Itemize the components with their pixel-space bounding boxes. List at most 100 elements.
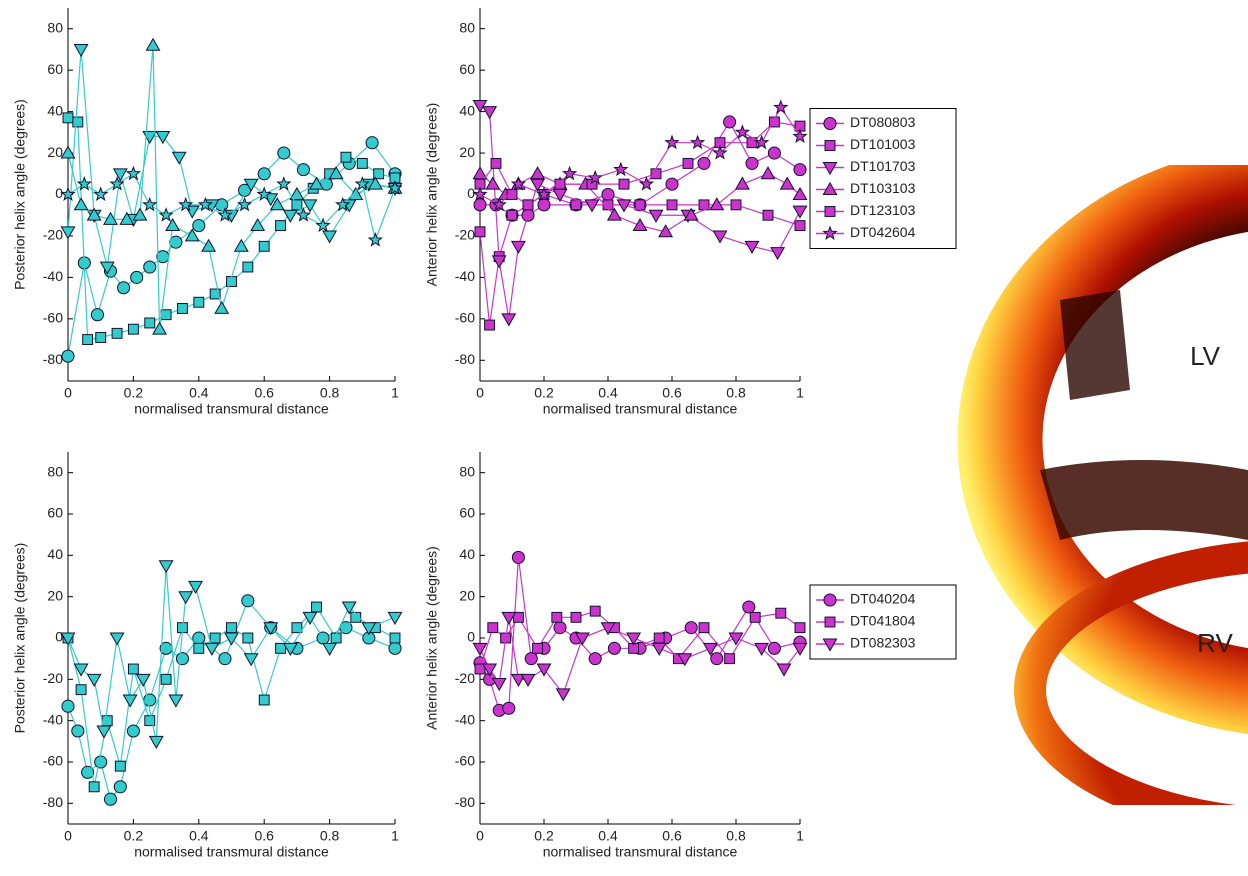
y-tick-label: 0 (467, 629, 475, 645)
y-tick-label: 40 (459, 546, 475, 562)
data-point (677, 653, 693, 667)
data-point (482, 663, 498, 677)
data-point (201, 238, 217, 252)
legend-label: DT080803 (850, 114, 916, 130)
data-point (130, 270, 144, 284)
series-line (67, 117, 396, 341)
data-point (512, 611, 524, 623)
x-axis-label: normalised transmural distance (543, 401, 738, 417)
data-point (689, 134, 706, 150)
data-point (723, 115, 737, 129)
data-point (209, 632, 221, 644)
data-point (328, 166, 344, 180)
data-point (76, 176, 92, 191)
data-point (126, 724, 140, 738)
data-point (217, 207, 233, 222)
x-tick-label: 0 (64, 828, 72, 844)
y-tick-label: -80 (43, 794, 63, 810)
data-point (491, 678, 507, 692)
data-point (665, 177, 679, 191)
data-point (472, 642, 488, 656)
y-tick-label: 0 (55, 629, 63, 645)
legend-label: DT082303 (850, 635, 916, 651)
data-point (616, 199, 632, 213)
x-tick-label: 0.8 (320, 385, 340, 401)
legend-label: DT101003 (850, 136, 916, 152)
y-tick-label: -60 (455, 310, 475, 326)
data-point (762, 209, 774, 221)
data-point (742, 600, 756, 614)
y-tick-label: 0 (55, 185, 63, 201)
data-point (60, 186, 76, 202)
data-point (474, 226, 486, 238)
data-point (60, 226, 76, 240)
legend-label: DT101703 (850, 158, 916, 174)
data-point (71, 724, 85, 738)
data-point (340, 151, 352, 163)
y-tick-label: -40 (43, 711, 63, 727)
data-point (152, 321, 168, 335)
data-point (236, 196, 253, 212)
data-point (169, 235, 183, 249)
y-tick-label: 20 (47, 587, 63, 603)
data-point (241, 594, 255, 608)
data-point (302, 611, 318, 625)
x-tick-label: 0.8 (726, 828, 746, 844)
data-point (243, 653, 259, 667)
data-point (96, 725, 112, 739)
data-point (552, 189, 568, 203)
data-point (127, 663, 139, 675)
data-point (143, 693, 157, 707)
data-point (506, 189, 518, 200)
data-point (510, 673, 526, 687)
lv-label: LV (1190, 341, 1221, 371)
data-point (257, 167, 271, 181)
data-point (367, 232, 384, 247)
data-point (510, 176, 527, 191)
x-tick-label: 0.2 (124, 385, 144, 401)
data-point (144, 317, 156, 329)
y-tick-label: 60 (47, 61, 63, 77)
data-point (62, 112, 74, 124)
data-point (156, 250, 170, 264)
data-point (387, 180, 403, 195)
data-point (101, 715, 113, 727)
data-point (607, 641, 621, 655)
data-point (82, 334, 94, 346)
y-tick-label: 20 (459, 587, 475, 603)
data-point (95, 332, 107, 343)
data-point (472, 186, 488, 202)
data-point (111, 327, 123, 339)
data-point (289, 186, 305, 200)
data-point (309, 176, 324, 190)
legend-label: DT103103 (850, 180, 916, 196)
data-point (214, 300, 230, 314)
data-point (117, 281, 131, 295)
data-point (88, 781, 100, 793)
data-point (487, 622, 499, 634)
y-tick-label: 60 (459, 505, 475, 521)
x-tick-label: 1 (796, 385, 804, 401)
data-point (86, 673, 102, 687)
data-point (511, 550, 525, 564)
data-point (734, 176, 750, 190)
data-point (226, 622, 237, 634)
data-point (145, 37, 161, 51)
data-point (263, 622, 279, 636)
data-point (553, 621, 567, 635)
data-point (767, 146, 781, 160)
data-point (197, 196, 213, 212)
data-point (114, 760, 126, 772)
data-point (209, 288, 221, 300)
data-point (277, 146, 291, 160)
data-point (302, 199, 318, 213)
x-tick-label: 0.4 (189, 385, 209, 401)
rv-label: RV (1197, 628, 1233, 658)
data-point (683, 207, 699, 221)
data-point (367, 176, 383, 190)
data-point (90, 308, 104, 322)
data-point (767, 641, 781, 655)
data-point (193, 642, 205, 654)
data-point (178, 591, 194, 605)
data-point (250, 217, 266, 232)
